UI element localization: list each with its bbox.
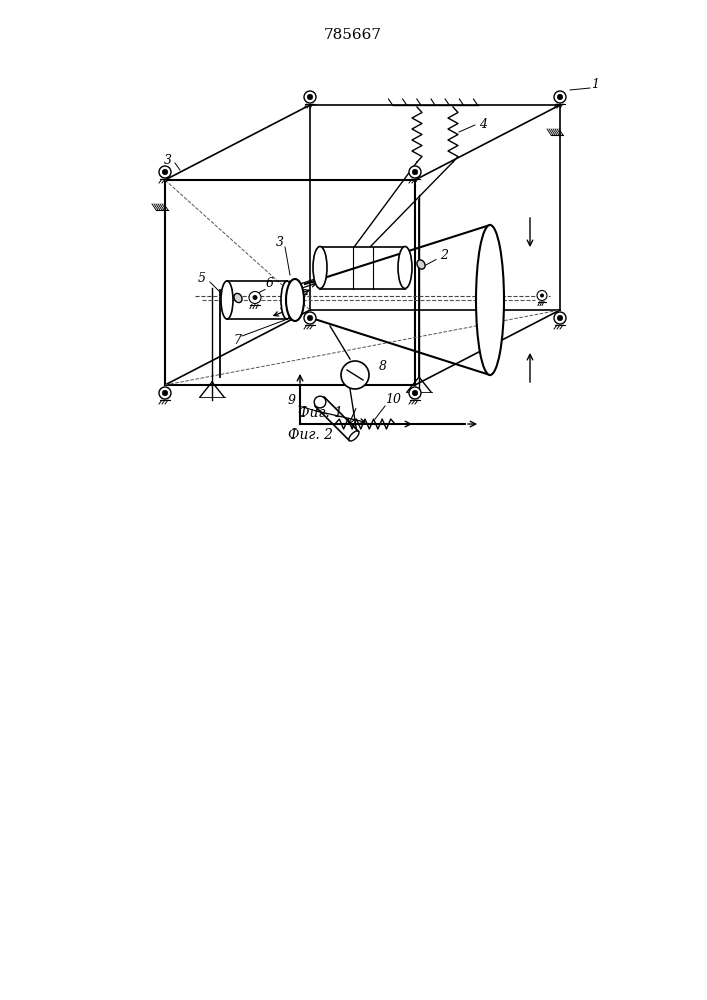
Text: 7: 7 — [233, 334, 241, 347]
Ellipse shape — [281, 281, 293, 319]
Circle shape — [308, 315, 312, 321]
Ellipse shape — [221, 281, 233, 319]
Text: 785667: 785667 — [324, 28, 382, 42]
Circle shape — [409, 387, 421, 399]
Text: 2: 2 — [440, 249, 448, 262]
Circle shape — [554, 91, 566, 103]
Text: 8: 8 — [379, 360, 387, 373]
Circle shape — [412, 169, 418, 175]
Circle shape — [554, 312, 566, 324]
Circle shape — [341, 361, 369, 389]
Circle shape — [163, 390, 168, 396]
Ellipse shape — [417, 260, 425, 269]
Circle shape — [557, 94, 563, 100]
Circle shape — [304, 91, 316, 103]
Text: 6: 6 — [266, 277, 274, 290]
Text: 1: 1 — [591, 79, 599, 92]
Circle shape — [163, 169, 168, 175]
Circle shape — [249, 292, 261, 304]
Circle shape — [412, 390, 418, 396]
Text: 10: 10 — [385, 393, 401, 406]
Ellipse shape — [286, 279, 304, 321]
Ellipse shape — [315, 397, 325, 407]
Text: 4: 4 — [479, 118, 487, 131]
Text: Фиг. 1: Фиг. 1 — [298, 406, 342, 420]
Circle shape — [314, 396, 326, 408]
Circle shape — [304, 312, 316, 324]
Text: 5: 5 — [198, 271, 206, 284]
Text: 3: 3 — [164, 153, 172, 166]
Text: Фиг. 2: Фиг. 2 — [288, 428, 332, 442]
Text: 3: 3 — [276, 235, 284, 248]
Circle shape — [537, 290, 547, 300]
Circle shape — [159, 166, 171, 178]
Ellipse shape — [476, 225, 504, 375]
Circle shape — [409, 166, 421, 178]
Ellipse shape — [398, 246, 412, 288]
Ellipse shape — [349, 431, 359, 441]
Circle shape — [557, 315, 563, 321]
Circle shape — [308, 94, 312, 100]
Circle shape — [159, 387, 171, 399]
Circle shape — [540, 294, 544, 298]
Ellipse shape — [234, 293, 242, 303]
Text: 9: 9 — [288, 394, 296, 408]
Circle shape — [252, 295, 257, 300]
Ellipse shape — [313, 246, 327, 288]
